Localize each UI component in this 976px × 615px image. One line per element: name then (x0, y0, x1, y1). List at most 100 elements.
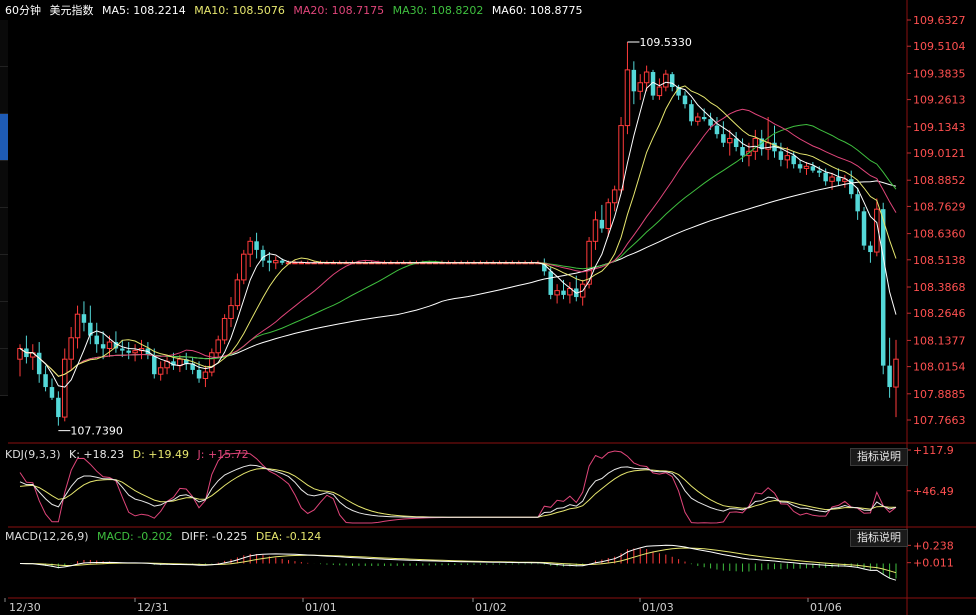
macd-dea: DEA: -0.124 (255, 530, 322, 543)
price-tick-label: 107.7663 (913, 414, 966, 427)
ma30-value: MA30: 108.8202 (392, 4, 484, 17)
candle-body-down (542, 262, 547, 272)
candle-body-up (746, 150, 752, 157)
side-tab[interactable] (0, 114, 8, 161)
candle-body-up (209, 352, 215, 373)
candle-body-down (861, 211, 867, 246)
candle-body-down (171, 361, 176, 366)
candle-body-down (797, 164, 803, 169)
candle-body-down (56, 397, 61, 418)
candle-body-down (631, 69, 637, 92)
side-tab[interactable] (0, 20, 8, 67)
candle-body-up (656, 86, 663, 97)
candle-body-down (190, 363, 195, 370)
candle-body-down (849, 179, 854, 195)
candle-body-up (292, 262, 298, 265)
price-tick-label: 108.3868 (913, 281, 966, 294)
low-annotation: 107.7390 (70, 425, 123, 438)
candle-body-down (676, 87, 681, 96)
candle-body-down (682, 95, 688, 105)
ma60-value: MA60: 108.8775 (491, 4, 583, 17)
price-tick-label: 109.3835 (913, 67, 966, 80)
candle-body-down (43, 374, 48, 388)
candle-body-up (17, 347, 23, 360)
side-tab[interactable] (0, 349, 8, 396)
price-tick-label: 109.6327 (913, 14, 966, 27)
candle-body-up (695, 116, 701, 122)
candle-body-up (611, 189, 618, 204)
candle-body-up (874, 208, 880, 253)
candle-body-down (279, 260, 285, 263)
kdj-d: D: +19.49 (132, 448, 190, 461)
candle-body-down (689, 104, 694, 122)
candle-body-down (100, 344, 106, 349)
date-label: 01/06 (810, 601, 842, 614)
side-tab[interactable] (0, 67, 8, 114)
candle-body-down (791, 155, 796, 165)
side-tab[interactable] (0, 161, 8, 208)
price-tick-label: 109.5104 (913, 40, 966, 53)
candle-body-up (784, 155, 791, 161)
candle-body-down (548, 271, 553, 295)
price-tick-label: 109.1343 (913, 121, 966, 134)
ma60-line (19, 180, 897, 377)
candle-body-down (120, 348, 125, 351)
ma10-line (19, 85, 897, 377)
date-label: 01/02 (475, 601, 507, 614)
kdj-j: J: +15.72 (197, 448, 249, 461)
side-tab[interactable] (0, 255, 8, 302)
kdj-tick-label: +46.49 (913, 485, 954, 498)
candle-body-down (740, 147, 745, 156)
ma30-line (19, 123, 897, 377)
kdj-name: KDJ(9,3,3) (5, 448, 61, 461)
candle-body-down (184, 359, 189, 364)
price-tick-label: 108.1377 (913, 334, 966, 347)
candle-body-up (586, 240, 592, 285)
candle-body-up (765, 142, 771, 150)
candle-body-up (228, 305, 234, 319)
candle-body-up (727, 137, 733, 144)
ma5-value: MA5: 108.2214 (102, 4, 186, 17)
candle-body-down (267, 260, 272, 263)
candle-body-down (708, 119, 713, 126)
macd-tick-label: +0.011 (913, 557, 954, 570)
candle-body-down (126, 350, 131, 353)
price-tick-label: 109.2613 (913, 94, 966, 107)
side-tab[interactable] (0, 302, 8, 349)
candle-body-down (868, 245, 873, 253)
candle-body-up (62, 358, 68, 418)
candle-body-up (234, 279, 241, 307)
price-tick-label: 108.2646 (913, 307, 966, 320)
candle-body-up (68, 337, 74, 360)
candle-body-up (803, 165, 810, 169)
symbol-label: 美元指数 (49, 4, 94, 17)
macd-diff-line (19, 544, 897, 581)
high-annotation: 109.5330 (639, 36, 692, 49)
side-tab[interactable] (0, 208, 8, 255)
candle-body-down (759, 138, 764, 150)
candle-body-down (669, 74, 675, 88)
main-header: 60分钟 美元指数 MA5: 108.2214 MA10: 108.5076 M… (5, 3, 588, 19)
date-label: 12/31 (137, 601, 169, 614)
candle-body-down (260, 249, 266, 261)
kdj-explain-button[interactable]: 指标说明 (850, 448, 908, 466)
candle-body-up (74, 313, 81, 339)
candle-body-down (113, 342, 119, 349)
candle-body-up (221, 317, 228, 341)
candle-body-down (81, 314, 87, 323)
candle-body-down (599, 219, 605, 229)
candle-body-down (650, 72, 656, 96)
candle-body-up (215, 339, 221, 354)
macd-value: MACD: -0.202 (97, 530, 173, 543)
candle-body-down (880, 209, 886, 366)
price-tick-label: 108.6360 (913, 228, 966, 241)
candle-body-up (893, 358, 899, 388)
macd-explain-button[interactable]: 指标说明 (850, 529, 908, 547)
candle-body-up (273, 260, 279, 264)
candle-body-down (88, 322, 93, 336)
candle-body-up (241, 253, 247, 281)
kdj-tick-label: +117.9 (913, 444, 954, 457)
candle-body-down (94, 335, 99, 345)
candle-body-up (663, 73, 669, 88)
